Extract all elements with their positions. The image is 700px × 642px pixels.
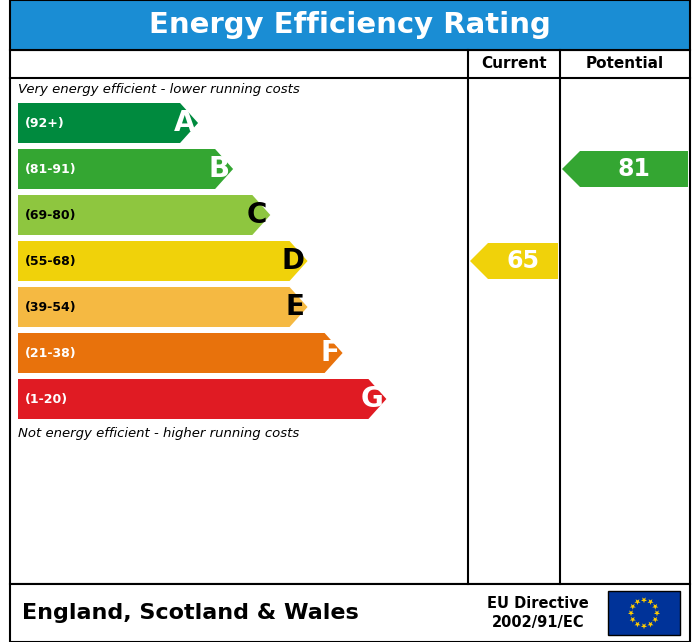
Polygon shape (652, 604, 658, 610)
Text: (81-91): (81-91) (25, 162, 76, 175)
Text: 81: 81 (617, 157, 650, 181)
Text: Very energy efficient - lower running costs: Very energy efficient - lower running co… (18, 83, 300, 96)
Polygon shape (654, 611, 660, 616)
Text: Not energy efficient - higher running costs: Not energy efficient - higher running co… (18, 426, 300, 440)
Polygon shape (18, 333, 342, 373)
Bar (608, 591, 680, 635)
Text: (1-20): (1-20) (25, 392, 68, 406)
Polygon shape (630, 604, 636, 610)
Text: England, Scotland & Wales: England, Scotland & Wales (22, 603, 358, 623)
Polygon shape (18, 149, 233, 189)
Text: (21-38): (21-38) (25, 347, 76, 360)
Polygon shape (652, 617, 658, 623)
Polygon shape (641, 623, 647, 629)
Text: Energy Efficiency Rating: Energy Efficiency Rating (149, 11, 551, 39)
Text: 2002/91/EC: 2002/91/EC (491, 614, 584, 630)
Text: Current: Current (481, 56, 547, 71)
Text: Potential: Potential (586, 56, 664, 71)
Polygon shape (648, 621, 654, 627)
Text: F: F (321, 339, 340, 367)
Polygon shape (628, 611, 634, 616)
Polygon shape (641, 598, 647, 603)
Text: A: A (174, 109, 195, 137)
Text: EU Directive: EU Directive (487, 596, 589, 611)
Text: C: C (247, 201, 267, 229)
Polygon shape (18, 287, 307, 327)
Polygon shape (634, 621, 640, 627)
Text: D: D (281, 247, 304, 275)
Polygon shape (648, 599, 654, 605)
Polygon shape (634, 599, 640, 605)
Polygon shape (18, 103, 198, 143)
Text: (92+): (92+) (25, 116, 64, 130)
Bar (10, 0, 690, 50)
Text: (55-68): (55-68) (25, 254, 76, 268)
Bar (10, 584, 690, 642)
Text: G: G (360, 385, 384, 413)
Polygon shape (18, 195, 270, 235)
Polygon shape (18, 379, 386, 419)
Polygon shape (470, 243, 558, 279)
Polygon shape (18, 241, 307, 281)
Bar (10, 50, 690, 584)
Text: E: E (286, 293, 304, 321)
Polygon shape (630, 617, 636, 623)
Text: (39-54): (39-54) (25, 300, 76, 313)
Polygon shape (562, 151, 688, 187)
Text: (69-80): (69-80) (25, 209, 76, 221)
Text: B: B (209, 155, 230, 183)
Text: 65: 65 (507, 249, 540, 273)
